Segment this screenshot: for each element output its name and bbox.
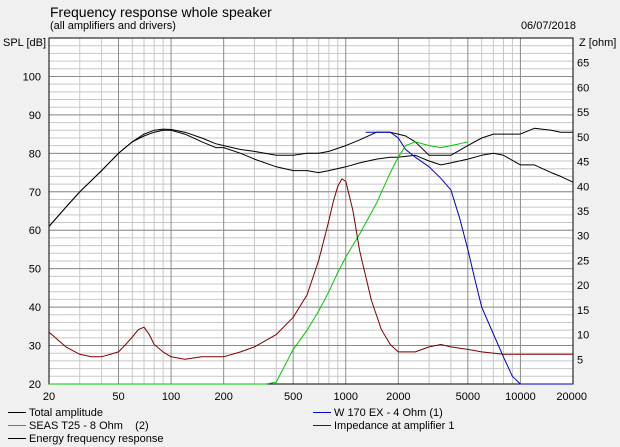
y-tick-label-left: 90 bbox=[29, 110, 41, 122]
legend-label: Impedance at amplifier 1 bbox=[334, 420, 455, 432]
total-amplitude-line bbox=[48, 127, 573, 227]
y-axis-label-left: SPL [dB] bbox=[3, 37, 47, 49]
y-tick-label-left: 20 bbox=[29, 379, 41, 391]
chart-date: 06/07/2018 bbox=[520, 20, 576, 32]
legend-item-woofer: W 170 EX - 4 Ohm (1) bbox=[313, 408, 443, 419]
y-tick-label-right: 15 bbox=[577, 305, 589, 317]
x-tick-label: 200 bbox=[214, 391, 232, 403]
y-tick-label-left: 30 bbox=[29, 341, 41, 353]
y-tick-label-right: 55 bbox=[577, 107, 589, 119]
plot-border bbox=[48, 37, 574, 385]
y-tick-label-right: 10 bbox=[577, 330, 589, 342]
y-axis-label-right: Z [ohm] bbox=[579, 37, 617, 49]
legend-item-energy-response: Energy frequency response bbox=[8, 434, 164, 445]
y-tick-label-left: 60 bbox=[29, 225, 41, 237]
x-tick-label: 50 bbox=[112, 391, 124, 403]
tweeter-response-line bbox=[49, 141, 468, 385]
y-tick-label-left: 80 bbox=[29, 148, 41, 160]
x-tick-label: 1000 bbox=[334, 391, 358, 403]
y-tick-label-right: 50 bbox=[577, 132, 589, 144]
legend-item-total-amplitude: Total amplitude bbox=[8, 408, 103, 419]
legend-item-tweeter: SEAS T25 - 8 Ohm (2) bbox=[8, 421, 149, 432]
plot-area bbox=[49, 38, 573, 384]
x-tick-label: 100 bbox=[162, 391, 180, 403]
y-tick-label-right: 40 bbox=[577, 181, 589, 193]
x-tick-label: 2000 bbox=[386, 391, 410, 403]
y-tick-label-right: 65 bbox=[577, 58, 589, 70]
y-tick-label-left: 70 bbox=[29, 187, 41, 199]
legend-swatch bbox=[8, 437, 26, 439]
tick-labels: 20 30 40 50 60 70 80 90 100 5 10 15 20 25 30 35 40 45 50 55… bbox=[23, 58, 590, 403]
x-tick-label: 20000 bbox=[556, 391, 587, 403]
grid bbox=[48, 37, 574, 385]
legend-swatch bbox=[8, 424, 26, 426]
y-tick-label-right: 20 bbox=[577, 280, 589, 292]
y-tick-label-left: 100 bbox=[23, 71, 41, 83]
x-tick-label: 20 bbox=[43, 391, 55, 403]
x-tick-label: 5000 bbox=[456, 391, 480, 403]
legend-label: SEAS T25 - 8 Ohm (2) bbox=[29, 420, 149, 432]
y-tick-label-right: 60 bbox=[577, 82, 589, 94]
y-tick-label-right: 5 bbox=[577, 354, 583, 366]
legend-label: W 170 EX - 4 Ohm (1) bbox=[334, 407, 443, 419]
y-tick-label-right: 45 bbox=[577, 157, 589, 169]
legend-swatch bbox=[8, 411, 26, 413]
legend-item-impedance: Impedance at amplifier 1 bbox=[313, 421, 454, 432]
series-lines bbox=[48, 127, 574, 385]
legend-label: Energy frequency response bbox=[29, 433, 164, 445]
chart-subtitle: (all amplifiers and drivers) bbox=[50, 20, 176, 32]
y-tick-label-left: 40 bbox=[29, 302, 41, 314]
x-tick-label: 500 bbox=[284, 391, 302, 403]
chart-title: Frequency response whole speaker bbox=[50, 4, 272, 20]
y-tick-label-right: 25 bbox=[577, 255, 589, 267]
woofer-response-line bbox=[365, 131, 573, 385]
legend-label: Total amplitude bbox=[29, 407, 103, 419]
impedance-line bbox=[48, 178, 573, 360]
legend-swatch bbox=[313, 424, 331, 426]
x-tick-label: 10000 bbox=[505, 391, 536, 403]
y-tick-label-right: 30 bbox=[577, 231, 589, 243]
energy-frequency-response-line bbox=[48, 129, 574, 227]
y-tick-label-right: 35 bbox=[577, 206, 589, 218]
legend-swatch bbox=[313, 411, 331, 413]
y-tick-label-left: 50 bbox=[29, 264, 41, 276]
